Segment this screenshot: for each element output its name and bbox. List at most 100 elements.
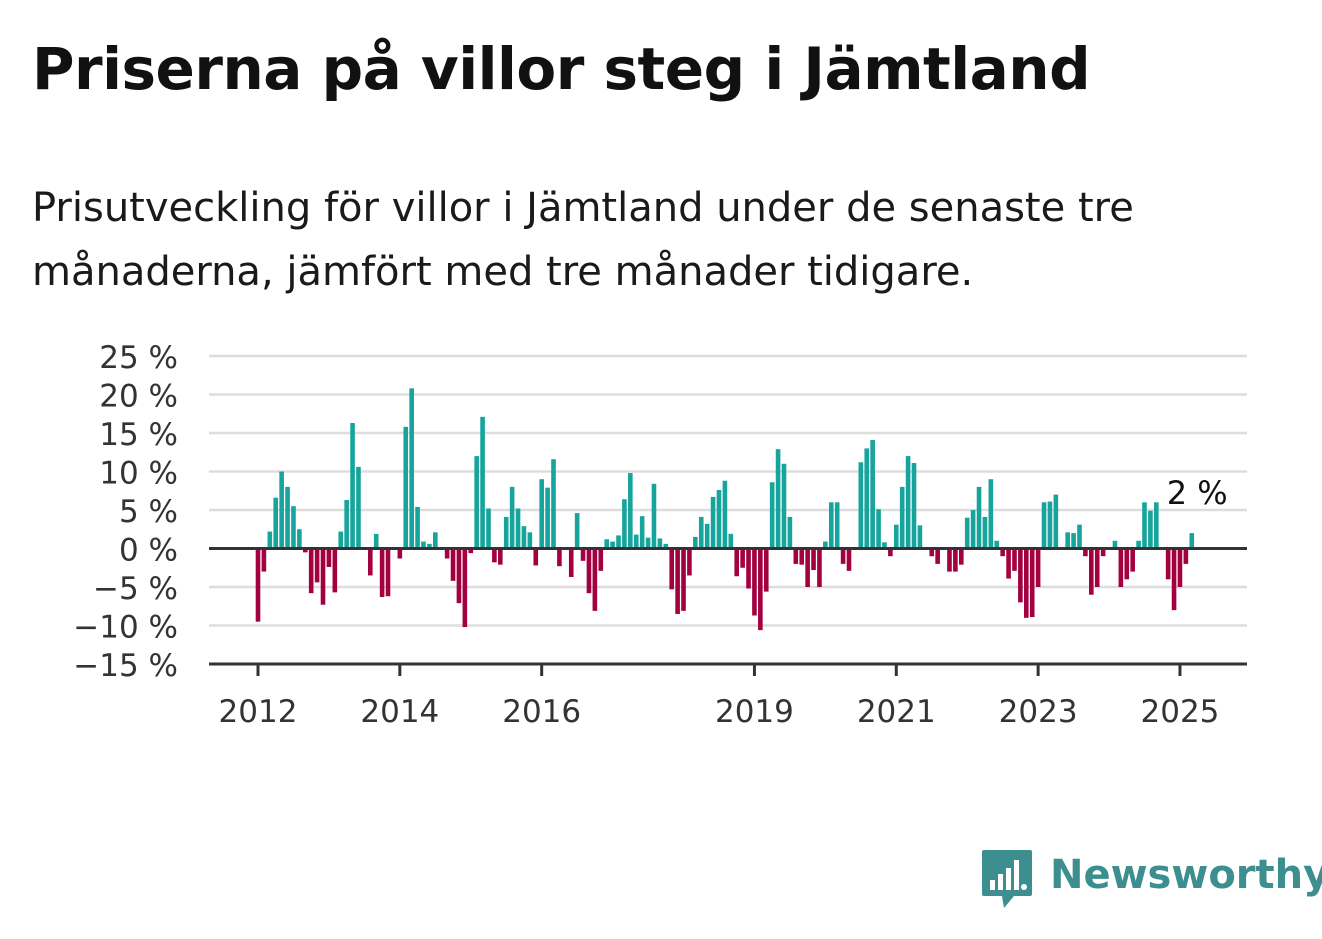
bar: [1142, 502, 1147, 549]
bar: [486, 508, 491, 549]
y-tick-label: 20 %: [99, 379, 178, 415]
bar: [1047, 501, 1053, 549]
bar: [911, 463, 917, 549]
bar: [947, 548, 952, 572]
bar: [805, 548, 810, 587]
bar: [740, 548, 745, 568]
bar: [663, 543, 669, 549]
bar: [976, 486, 982, 549]
bar: [811, 548, 816, 571]
bar: [1100, 548, 1106, 557]
last-value-annotation: 2 %: [1167, 474, 1228, 512]
bar: [580, 548, 586, 561]
y-tick-label: 0 %: [119, 533, 178, 569]
bar: [817, 548, 822, 587]
bar: [722, 480, 728, 549]
bar: [1006, 548, 1011, 579]
bar: [828, 502, 834, 549]
bar: [1071, 533, 1076, 549]
bar: [628, 473, 633, 549]
x-tick-label: 2021: [857, 694, 936, 730]
bar: [279, 471, 284, 549]
bar: [970, 510, 976, 549]
bar: [958, 548, 964, 565]
bar: [604, 539, 609, 549]
bar: [917, 525, 923, 549]
bar: [905, 456, 911, 549]
bar: [834, 502, 840, 549]
chart-subtitle: Prisutveckling för villor i Jämtland und…: [32, 185, 1134, 295]
bar: [1148, 510, 1153, 549]
bar: [326, 548, 332, 567]
bar: [799, 548, 805, 565]
bar: [704, 523, 710, 549]
bar: [622, 499, 627, 549]
bar: [397, 548, 403, 559]
bar: [267, 531, 273, 549]
bar: [373, 533, 379, 549]
bar: [421, 541, 426, 549]
bar: [669, 548, 674, 590]
bar: [314, 548, 320, 583]
tick-labels: −15 %−10 %−5 %0 %5 %10 %15 %20 %25 % 2012…: [73, 340, 1230, 730]
bar: [1112, 540, 1118, 549]
bar: [427, 543, 432, 549]
bar: [261, 548, 267, 572]
bar: [297, 529, 302, 549]
bar: [1171, 548, 1177, 611]
bar: [988, 479, 994, 549]
bar: [793, 548, 799, 564]
bar: [1136, 540, 1141, 549]
bar: [527, 532, 533, 549]
axes: [209, 547, 1247, 676]
bar: [1189, 533, 1195, 549]
x-tick-label: 2012: [219, 694, 298, 730]
chart-title: Priserna på villor steg i Jämtland: [32, 35, 1091, 103]
bar: [302, 548, 308, 553]
bar: [781, 463, 787, 549]
newsworthy-logo-text: Newsworthy: [1050, 852, 1322, 898]
bar: [639, 516, 645, 549]
bar: [273, 497, 279, 549]
bar: [1012, 548, 1017, 571]
bar: [716, 489, 722, 549]
bar: [728, 533, 734, 549]
bar: [568, 548, 574, 577]
bar: [675, 548, 680, 614]
x-tick-label: 2025: [1141, 694, 1220, 730]
bar: [308, 548, 314, 594]
x-tick-label: 2014: [360, 694, 439, 730]
bar: [1018, 548, 1023, 603]
bar: [356, 466, 361, 549]
bar: [515, 508, 521, 549]
bar: [698, 516, 704, 549]
bar: [521, 526, 527, 549]
bar: [539, 479, 544, 549]
bar: [1029, 548, 1035, 618]
bar: [1077, 524, 1082, 549]
bar: [994, 540, 1000, 549]
bar: [982, 516, 988, 549]
bar: [610, 541, 615, 549]
bar: [551, 459, 556, 549]
y-tick-label: −5 %: [93, 571, 178, 607]
bar: [598, 548, 604, 571]
bar: [433, 532, 438, 549]
bar: [633, 534, 639, 549]
y-tick-label: −10 %: [73, 610, 178, 646]
bar: [255, 548, 261, 622]
bar: [1053, 494, 1059, 549]
bar: [1065, 532, 1070, 549]
y-tick-label: −15 %: [73, 648, 178, 684]
bar: [870, 439, 875, 549]
y-tick-label: 15 %: [99, 417, 178, 453]
bar: [533, 548, 539, 566]
bar: [645, 537, 651, 549]
bar: [657, 538, 663, 549]
x-tick-label: 2019: [715, 694, 794, 730]
bar: [823, 541, 828, 549]
newsworthy-logo: Newsworthy: [980, 848, 1322, 912]
bar: [415, 506, 420, 549]
bar: [509, 486, 515, 549]
y-tick-label: 10 %: [99, 456, 178, 492]
